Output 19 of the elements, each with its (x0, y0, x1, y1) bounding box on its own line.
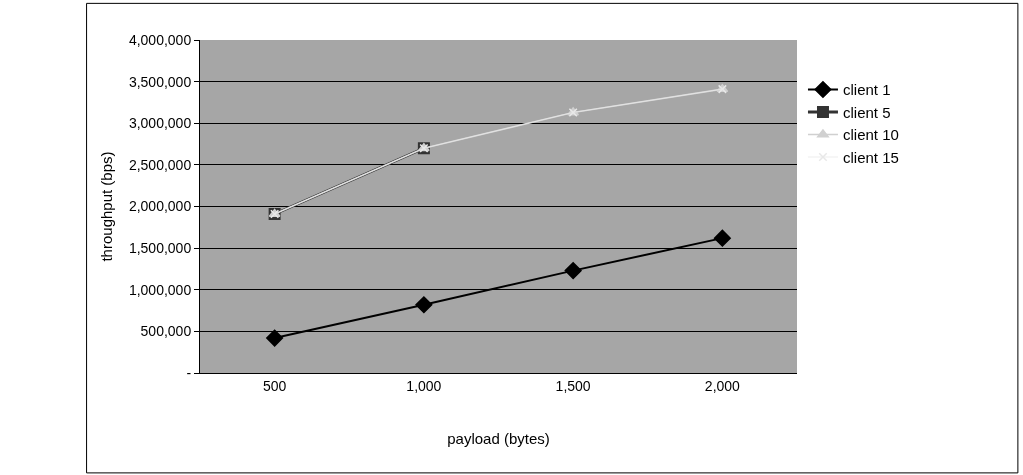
y-tick-label: - (186, 364, 192, 381)
x-tick-label: 1,500 (555, 377, 591, 394)
legend-label: client 1 (842, 81, 891, 99)
x-tick-label: 500 (262, 377, 287, 394)
x-tick-label: 1,000 (406, 377, 442, 394)
y-tick-label: 2,500,000 (128, 156, 192, 173)
legend-label: client 15 (842, 148, 899, 166)
y-tick-label: 3,000,000 (128, 115, 192, 132)
y-axis-title: throughput (bps) (98, 151, 116, 262)
y-tick-label: 3,500,000 (128, 73, 192, 90)
y-tick-label: 4,000,000 (128, 31, 192, 48)
y-tick-label: 2,000,000 (128, 198, 192, 215)
x-axis-title: payload (bytes) (447, 429, 550, 447)
y-tick-label: 1,000,000 (128, 281, 192, 298)
legend-label: client 10 (842, 126, 899, 144)
legend-label: client 5 (842, 103, 891, 121)
x-tick-label: 2,000 (704, 377, 741, 394)
y-tick-label: 500,000 (140, 323, 192, 340)
y-tick-label: 1,500,000 (128, 240, 192, 257)
